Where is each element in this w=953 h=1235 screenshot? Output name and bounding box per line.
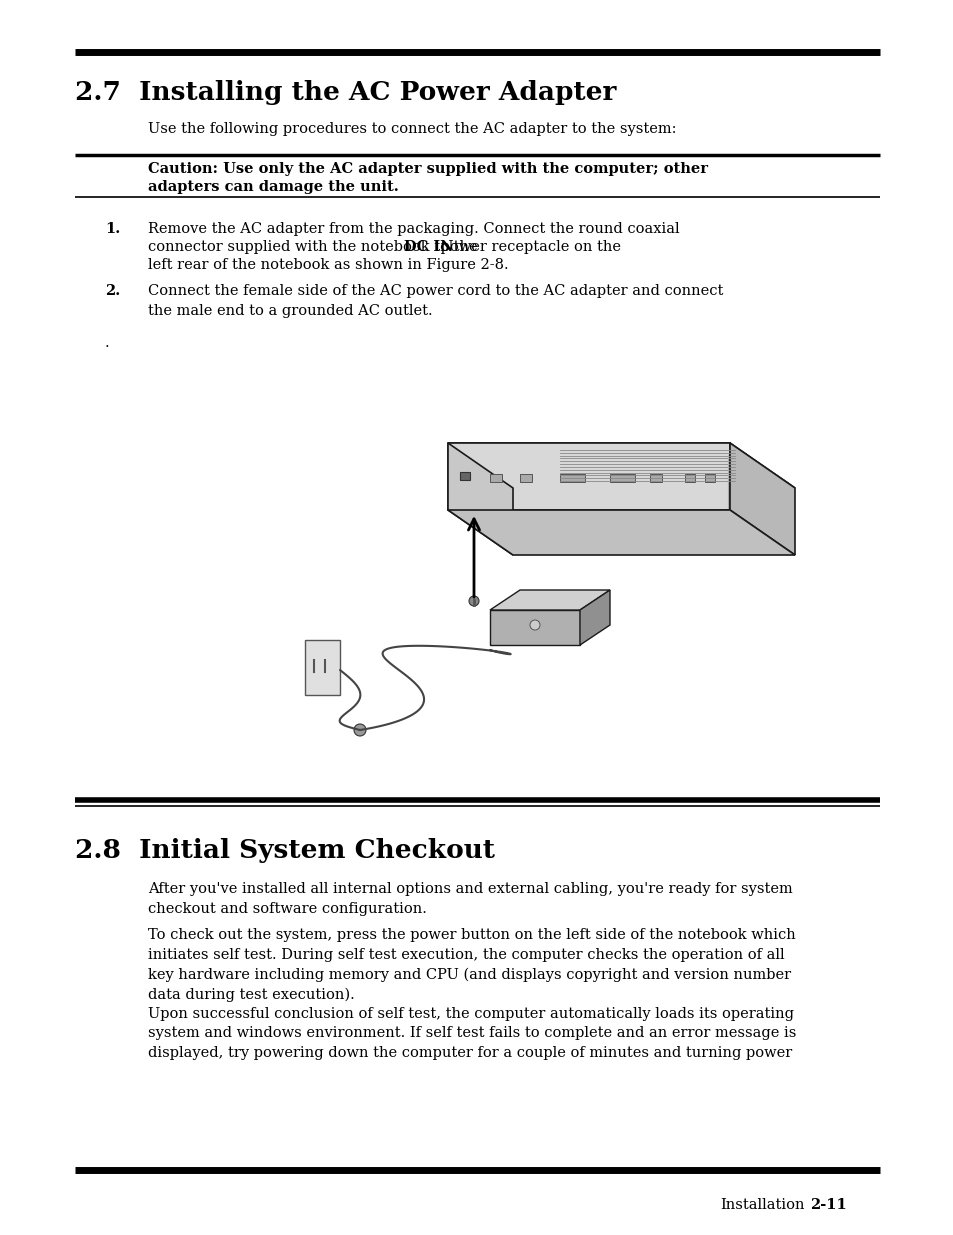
Text: connector supplied with the notebook to the: connector supplied with the notebook to …	[148, 240, 482, 254]
Text: 2.8  Initial System Checkout: 2.8 Initial System Checkout	[75, 839, 495, 863]
Circle shape	[530, 620, 539, 630]
Bar	[490, 474, 501, 482]
Text: power receptacle on the: power receptacle on the	[436, 240, 620, 254]
Text: After you've installed all internal options and external cabling, you're ready f: After you've installed all internal opti…	[148, 882, 792, 915]
Bar	[649, 474, 661, 482]
Text: .: .	[105, 336, 110, 350]
Polygon shape	[579, 590, 609, 645]
Text: Connect the female side of the AC power cord to the AC adapter and connect
the m: Connect the female side of the AC power …	[148, 284, 722, 317]
Bar	[609, 474, 635, 482]
Text: Installation: Installation	[720, 1198, 803, 1212]
Text: 2.7  Installing the AC Power Adapter: 2.7 Installing the AC Power Adapter	[75, 80, 616, 105]
Text: To check out the system, press the power button on the left side of the notebook: To check out the system, press the power…	[148, 927, 795, 1002]
Circle shape	[469, 597, 478, 606]
Text: left rear of the notebook as shown in Figure 2-8.: left rear of the notebook as shown in Fi…	[148, 258, 508, 272]
Polygon shape	[448, 443, 513, 555]
Bar	[559, 474, 584, 482]
Text: Remove the AC adapter from the packaging. Connect the round coaxial: Remove the AC adapter from the packaging…	[148, 222, 679, 236]
Polygon shape	[448, 443, 794, 488]
Text: DC IN: DC IN	[404, 240, 453, 254]
Polygon shape	[448, 510, 794, 555]
Polygon shape	[559, 447, 789, 484]
Polygon shape	[490, 590, 609, 610]
Polygon shape	[490, 610, 579, 645]
Text: Caution: Use only the AC adapter supplied with the computer; other
adapters can : Caution: Use only the AC adapter supplie…	[148, 162, 707, 194]
Circle shape	[354, 724, 366, 736]
Bar	[305, 640, 339, 695]
Bar	[704, 474, 714, 482]
Polygon shape	[729, 443, 794, 555]
Text: Upon successful conclusion of self test, the computer automatically loads its op: Upon successful conclusion of self test,…	[148, 1007, 796, 1060]
Text: Use the following procedures to connect the AC adapter to the system:: Use the following procedures to connect …	[148, 122, 676, 136]
Bar	[459, 472, 470, 480]
Text: 2-11: 2-11	[809, 1198, 846, 1212]
Bar	[519, 474, 532, 482]
Text: 2.: 2.	[105, 284, 120, 298]
Bar	[684, 474, 695, 482]
Polygon shape	[448, 443, 729, 510]
Text: 1.: 1.	[105, 222, 120, 236]
